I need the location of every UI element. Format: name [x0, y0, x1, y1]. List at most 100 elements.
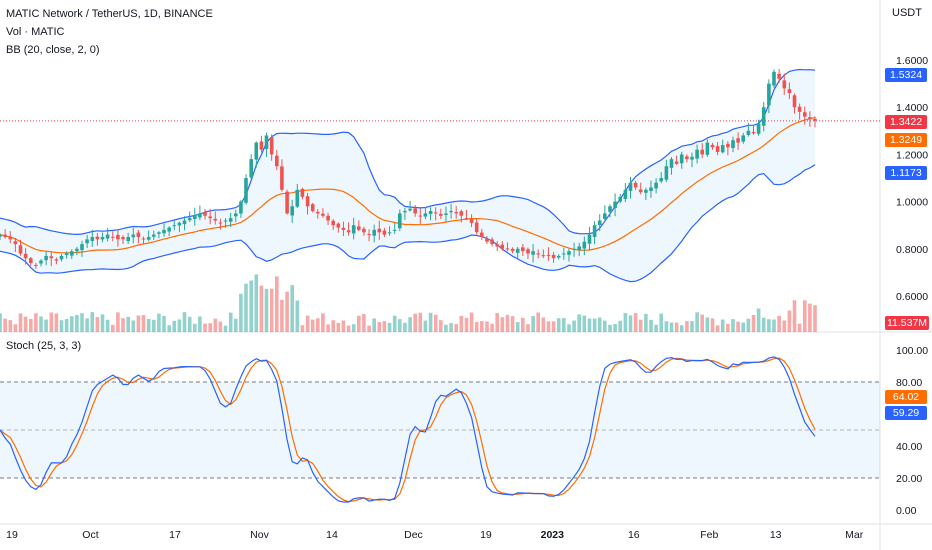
volume-bar	[382, 321, 387, 332]
candle-body	[567, 251, 571, 255]
candle-body	[428, 211, 433, 214]
volume-bar	[803, 300, 807, 332]
candle-body	[357, 226, 361, 230]
volume-bar	[34, 313, 38, 332]
stoch-axis-tick: 40.00	[896, 441, 922, 453]
time-axis-tick: Mar	[845, 529, 864, 541]
candle-body	[756, 123, 761, 134]
volume-bar	[726, 323, 730, 332]
candle-body	[208, 216, 212, 219]
volume-bar	[198, 316, 202, 332]
volume-bar	[577, 314, 581, 332]
candle-body	[782, 80, 787, 89]
candle-body	[392, 229, 397, 231]
volume-bar	[39, 316, 43, 332]
volume-bar	[346, 325, 351, 332]
volume-bar	[751, 315, 756, 332]
time-axis-tick: 16	[628, 529, 640, 541]
candle-body	[787, 89, 792, 93]
candle-body	[44, 255, 48, 261]
volume-bar	[367, 325, 371, 332]
candle-body	[310, 204, 315, 212]
candle-body	[777, 73, 781, 79]
volume-bar	[398, 319, 402, 332]
volume-bar	[541, 317, 546, 332]
volume-bar	[290, 285, 294, 332]
candle-body	[321, 213, 325, 216]
volume-bar	[700, 314, 704, 332]
volume-legend: Vol · MATIC	[6, 26, 65, 38]
candle-body	[720, 145, 725, 153]
volume-bar	[623, 313, 628, 332]
volume-bar	[587, 318, 592, 332]
candle-body	[772, 71, 776, 86]
candle-body	[700, 149, 704, 155]
volume-bar	[44, 319, 48, 332]
candle-body	[439, 213, 443, 216]
volume-bar	[321, 313, 325, 332]
bollinger-legend: BB (20, close, 2, 0)	[6, 44, 100, 56]
candle-body	[64, 253, 69, 256]
candle-body	[623, 189, 628, 199]
candle-body	[715, 146, 720, 152]
volume-bar	[705, 317, 710, 332]
price-axis-tick: 1.2000	[896, 149, 928, 161]
stoch-axis-tick: 80.00	[896, 377, 922, 389]
candle-body	[316, 211, 320, 214]
candle-body	[505, 248, 510, 250]
candle-body	[649, 187, 653, 191]
volume-bar	[536, 312, 540, 332]
volume-bar	[582, 315, 587, 332]
candle-body	[105, 234, 110, 239]
volume-bar	[792, 300, 797, 332]
volume-bar	[372, 318, 376, 332]
volume-bar	[413, 313, 417, 332]
candle-body	[572, 248, 576, 250]
candle-body	[182, 220, 187, 225]
candle-body	[433, 212, 438, 214]
volume-bar	[449, 323, 453, 332]
candle-body	[444, 213, 448, 215]
volume-bar	[70, 316, 74, 332]
volume-bar	[782, 320, 787, 332]
volume-bar	[3, 318, 7, 332]
volume-bar	[310, 319, 315, 332]
volume-bar	[638, 319, 643, 332]
candle-body	[813, 118, 817, 121]
volume-bar	[444, 324, 448, 332]
candle-body	[141, 238, 146, 240]
volume-bar	[710, 318, 715, 332]
stochastic-legend: Stoch (25, 3, 3)	[6, 340, 82, 352]
volume-bar	[95, 317, 100, 332]
volume-bar	[767, 319, 771, 332]
volume-bar	[608, 324, 612, 332]
candle-body	[731, 140, 735, 148]
candle-body	[228, 218, 233, 222]
candle-body	[336, 223, 341, 228]
candle-body	[203, 212, 207, 216]
volume-bar	[172, 320, 177, 332]
time-axis-tick: Dec	[404, 529, 423, 541]
volume-bar	[469, 312, 474, 332]
volume-bar	[280, 299, 284, 332]
candle-body	[341, 227, 346, 230]
volume-bar	[490, 323, 494, 332]
candle-body	[526, 249, 530, 254]
candle-body	[710, 144, 715, 148]
bb-lower-price-tag: 1.1173	[885, 166, 927, 180]
volume-bar	[228, 312, 233, 332]
candle-body	[244, 178, 248, 203]
volume-bar	[316, 318, 320, 332]
time-axis-tick: 2023	[541, 529, 565, 541]
candle-body	[423, 213, 428, 217]
volume-bar	[326, 324, 330, 332]
volume-bar	[111, 324, 115, 332]
candle-body	[459, 211, 464, 216]
stoch-axis-tick: 0.00	[896, 505, 917, 517]
candle-body	[736, 138, 740, 143]
volume-bar	[64, 319, 69, 332]
volume-bar	[551, 321, 556, 332]
volume-bar	[136, 315, 141, 332]
volume-bar	[275, 276, 279, 332]
